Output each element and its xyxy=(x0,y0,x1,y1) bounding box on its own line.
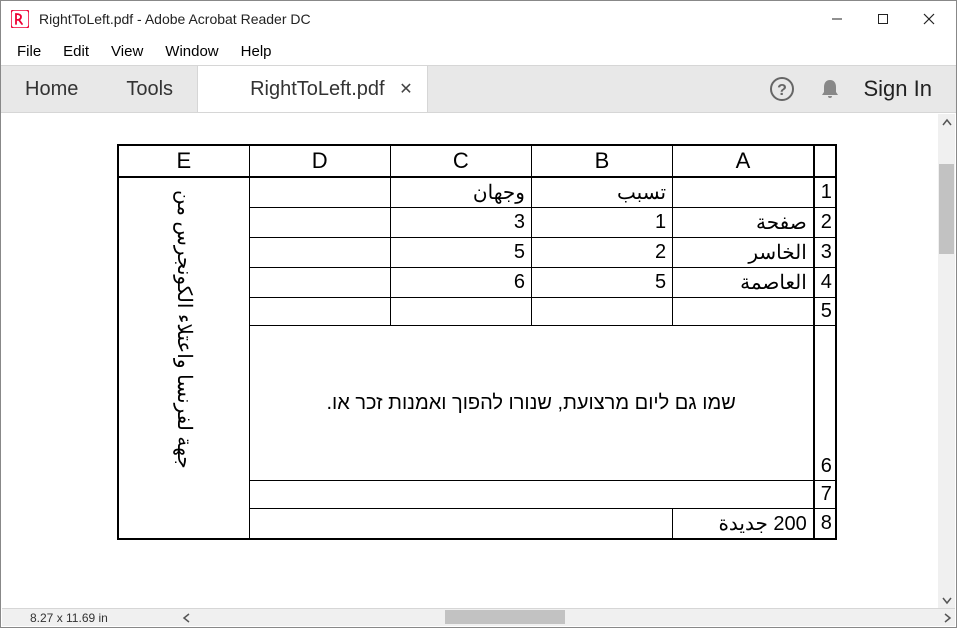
cell xyxy=(673,177,814,208)
tab-home-label: Home xyxy=(25,78,78,101)
cell xyxy=(249,268,390,298)
scroll-down-icon[interactable] xyxy=(938,591,955,608)
cell xyxy=(249,177,390,208)
cell: العاصمة xyxy=(673,268,814,298)
help-icon[interactable]: ? xyxy=(768,75,796,103)
cell: تسبب xyxy=(531,177,672,208)
cell xyxy=(390,298,531,326)
cell xyxy=(673,298,814,326)
cell: وجهان xyxy=(390,177,531,208)
cell: 3 xyxy=(390,208,531,238)
merged-text-cell: שמו גם ליום מרצועת, שנורו להפוך ואמנות ז… xyxy=(249,326,814,481)
document-viewport[interactable]: E D C B A جهة لفرنسا واعتلاء الكونجرس من… xyxy=(2,114,938,608)
maximize-button[interactable] xyxy=(860,3,906,35)
cell xyxy=(249,238,390,268)
cell: 5 xyxy=(531,268,672,298)
corner-cell xyxy=(814,145,836,177)
cell: 200 جديدة xyxy=(673,509,814,540)
cell xyxy=(249,509,673,540)
menu-window[interactable]: Window xyxy=(157,41,226,62)
vertical-scrollbar[interactable] xyxy=(938,114,955,608)
col-header-a: A xyxy=(673,145,814,177)
sign-in-button[interactable]: Sign In xyxy=(864,76,933,102)
menu-view[interactable]: View xyxy=(103,41,151,62)
minimize-button[interactable] xyxy=(814,3,860,35)
document-page: E D C B A جهة لفرنسا واعتلاء الكونجرس من… xyxy=(117,144,837,540)
cell: 5 xyxy=(390,238,531,268)
tab-tools-label: Tools xyxy=(126,78,173,101)
header-row: E D C B A xyxy=(118,145,836,177)
row-number: 1 xyxy=(814,177,836,208)
tab-home[interactable]: Home xyxy=(1,66,102,112)
title-bar: RightToLeft.pdf - Adobe Acrobat Reader D… xyxy=(1,1,956,37)
col-header-c: C xyxy=(390,145,531,177)
scroll-right-icon[interactable] xyxy=(938,609,955,626)
menu-bar: File Edit View Window Help xyxy=(1,37,956,65)
window-title: RightToLeft.pdf - Adobe Acrobat Reader D… xyxy=(39,11,311,27)
menu-file[interactable]: File xyxy=(9,41,49,62)
cell: 1 xyxy=(531,208,672,238)
table-row: جهة لفرنسا واعتلاء الكونجرس من وجهان تسب… xyxy=(118,177,836,208)
cell xyxy=(249,208,390,238)
spreadsheet-table: E D C B A جهة لفرنسا واعتلاء الكونجرس من… xyxy=(117,144,837,540)
menu-help[interactable]: Help xyxy=(233,41,280,62)
row-number: 8 xyxy=(814,509,836,540)
close-button[interactable] xyxy=(906,3,952,35)
cell: 2 xyxy=(531,238,672,268)
row-number: 5 xyxy=(814,298,836,326)
col-header-d: D xyxy=(249,145,390,177)
cell: صفحة xyxy=(673,208,814,238)
row-number: 2 xyxy=(814,208,836,238)
cell xyxy=(249,481,814,509)
tab-tools[interactable]: Tools xyxy=(102,66,197,112)
horizontal-scrollbar[interactable] xyxy=(195,609,938,626)
bell-icon[interactable] xyxy=(816,75,844,103)
scroll-left-icon[interactable] xyxy=(178,609,195,626)
row-number: 6 xyxy=(814,326,836,481)
row-number: 7 xyxy=(814,481,836,509)
app-icon xyxy=(11,10,29,28)
scrollbar-thumb[interactable] xyxy=(445,610,565,624)
close-tab-icon[interactable]: ✕ xyxy=(399,79,412,99)
scroll-up-icon[interactable] xyxy=(938,114,955,131)
cell-e-merged: جهة لفرنسا واعتلاء الكونجرس من xyxy=(118,177,249,539)
tab-bar: Home Tools RightToLeft.pdf ✕ ? Sign In xyxy=(1,65,956,113)
menu-edit[interactable]: Edit xyxy=(55,41,97,62)
status-bar: 8.27 x 11.69 in xyxy=(2,608,955,626)
col-header-b: B xyxy=(531,145,672,177)
row-number: 3 xyxy=(814,238,836,268)
row-number: 4 xyxy=(814,268,836,298)
cell xyxy=(531,298,672,326)
page-dimensions: 8.27 x 11.69 in xyxy=(2,611,178,625)
vertical-text: جهة لفرنسا واعتلاء الكونجرس من xyxy=(172,184,196,474)
tab-document-label: RightToLeft.pdf xyxy=(250,78,385,101)
col-header-e: E xyxy=(118,145,249,177)
cell xyxy=(249,298,390,326)
scrollbar-thumb[interactable] xyxy=(939,164,954,254)
cell: الخاسر xyxy=(673,238,814,268)
svg-text:?: ? xyxy=(777,82,787,99)
cell: 6 xyxy=(390,268,531,298)
tab-document[interactable]: RightToLeft.pdf ✕ xyxy=(197,66,428,112)
